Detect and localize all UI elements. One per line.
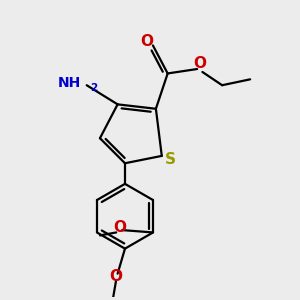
Text: S: S <box>165 152 176 167</box>
Text: 2: 2 <box>90 82 98 93</box>
Text: O: O <box>109 268 122 284</box>
Text: O: O <box>141 34 154 49</box>
Text: O: O <box>194 56 207 70</box>
Text: NH: NH <box>58 76 81 91</box>
Text: O: O <box>113 220 126 235</box>
